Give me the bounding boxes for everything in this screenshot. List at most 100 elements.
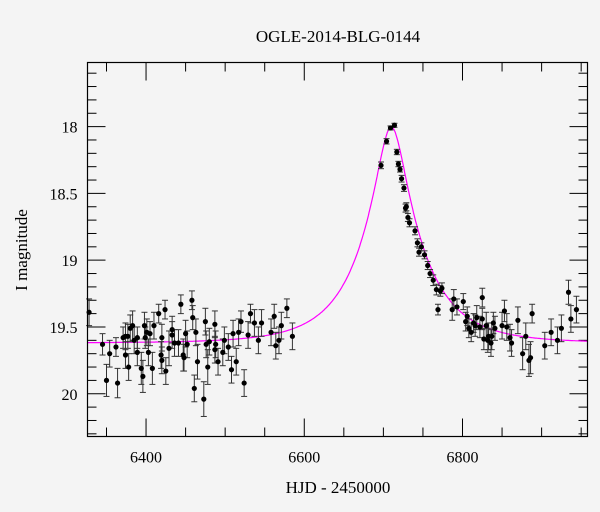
data-point [147, 331, 153, 337]
y-tick-label: 20 [62, 387, 78, 404]
data-point [520, 351, 526, 357]
data-point [245, 332, 251, 338]
data-point [236, 329, 242, 335]
data-point [488, 340, 494, 346]
data-point [151, 323, 157, 329]
data-point [99, 341, 106, 347]
data-point [492, 325, 498, 331]
data-point [508, 340, 515, 346]
data-point [162, 307, 168, 313]
data-point [451, 296, 457, 302]
data-point [233, 359, 239, 365]
data-point [268, 329, 274, 335]
data-point [466, 325, 472, 331]
data-point [504, 324, 510, 330]
data-point [103, 377, 110, 383]
plot-frame [86, 61, 589, 438]
data-point [169, 332, 175, 338]
data-point [194, 359, 201, 365]
data-point [212, 347, 218, 353]
data-point [472, 323, 478, 329]
data-point [483, 323, 489, 329]
data-point [175, 340, 182, 346]
data-point [477, 324, 483, 330]
data-point [289, 333, 296, 339]
x-tick-label: 6400 [130, 450, 162, 467]
y-tick-label: 19 [62, 253, 78, 270]
data-point [166, 345, 172, 351]
data-point [230, 331, 236, 337]
data-point [107, 351, 113, 357]
data-point [228, 367, 235, 373]
data-point [449, 307, 455, 313]
data-point [406, 220, 413, 226]
data-point [213, 341, 219, 347]
y-tick-label: 18 [62, 120, 78, 137]
model-curve [87, 126, 588, 344]
data-point [158, 352, 164, 358]
data-point [193, 329, 199, 335]
data-point [405, 214, 411, 221]
data-point [398, 176, 405, 182]
data-point [125, 333, 131, 339]
data-point [178, 301, 184, 307]
data-point [190, 315, 196, 321]
data-point [474, 315, 480, 321]
data-point [122, 352, 129, 358]
data-point [141, 323, 148, 329]
data-point [171, 340, 178, 346]
data-point [278, 323, 284, 329]
data-point [149, 365, 155, 371]
data-point [205, 364, 211, 370]
data-point [255, 337, 261, 343]
y-axis-label: I magnitude [12, 209, 31, 291]
data-point [421, 252, 428, 258]
data-point [507, 335, 513, 341]
data-point [454, 304, 460, 310]
data-point [403, 204, 409, 210]
data-point [220, 349, 226, 355]
data-point [159, 335, 165, 341]
data-point [418, 244, 424, 250]
data-point [573, 307, 580, 313]
data-point [387, 125, 394, 131]
data-point [548, 329, 554, 335]
data-point [425, 262, 431, 269]
x-axis-label: HJD - 2450000 [286, 478, 391, 497]
data-point [395, 161, 402, 167]
data-point [271, 313, 277, 319]
data-point [202, 319, 208, 325]
data-point [201, 396, 207, 402]
data-point [273, 343, 279, 349]
data-point [159, 357, 165, 363]
data-points [86, 122, 580, 402]
data-point [433, 286, 439, 293]
data-point [527, 355, 534, 361]
data-point [397, 166, 403, 172]
data-point [238, 319, 244, 325]
y-tick-label: 18.5 [50, 186, 78, 203]
data-point [394, 149, 400, 155]
data-point [515, 317, 521, 323]
data-point [439, 285, 445, 291]
data-point [479, 316, 485, 322]
data-point [251, 320, 258, 326]
data-point [468, 329, 474, 335]
data-point [258, 320, 265, 326]
data-point [554, 337, 561, 343]
data-point [215, 359, 221, 365]
data-point [568, 316, 574, 322]
data-point [206, 339, 212, 345]
data-point [383, 138, 390, 144]
data-point [189, 297, 195, 303]
data-point [134, 349, 140, 355]
data-point [523, 333, 529, 339]
data-point [169, 327, 175, 333]
data-point [113, 344, 119, 350]
data-point [391, 122, 398, 128]
data-point [529, 311, 535, 317]
data-point [126, 364, 132, 370]
data-point [565, 289, 572, 295]
